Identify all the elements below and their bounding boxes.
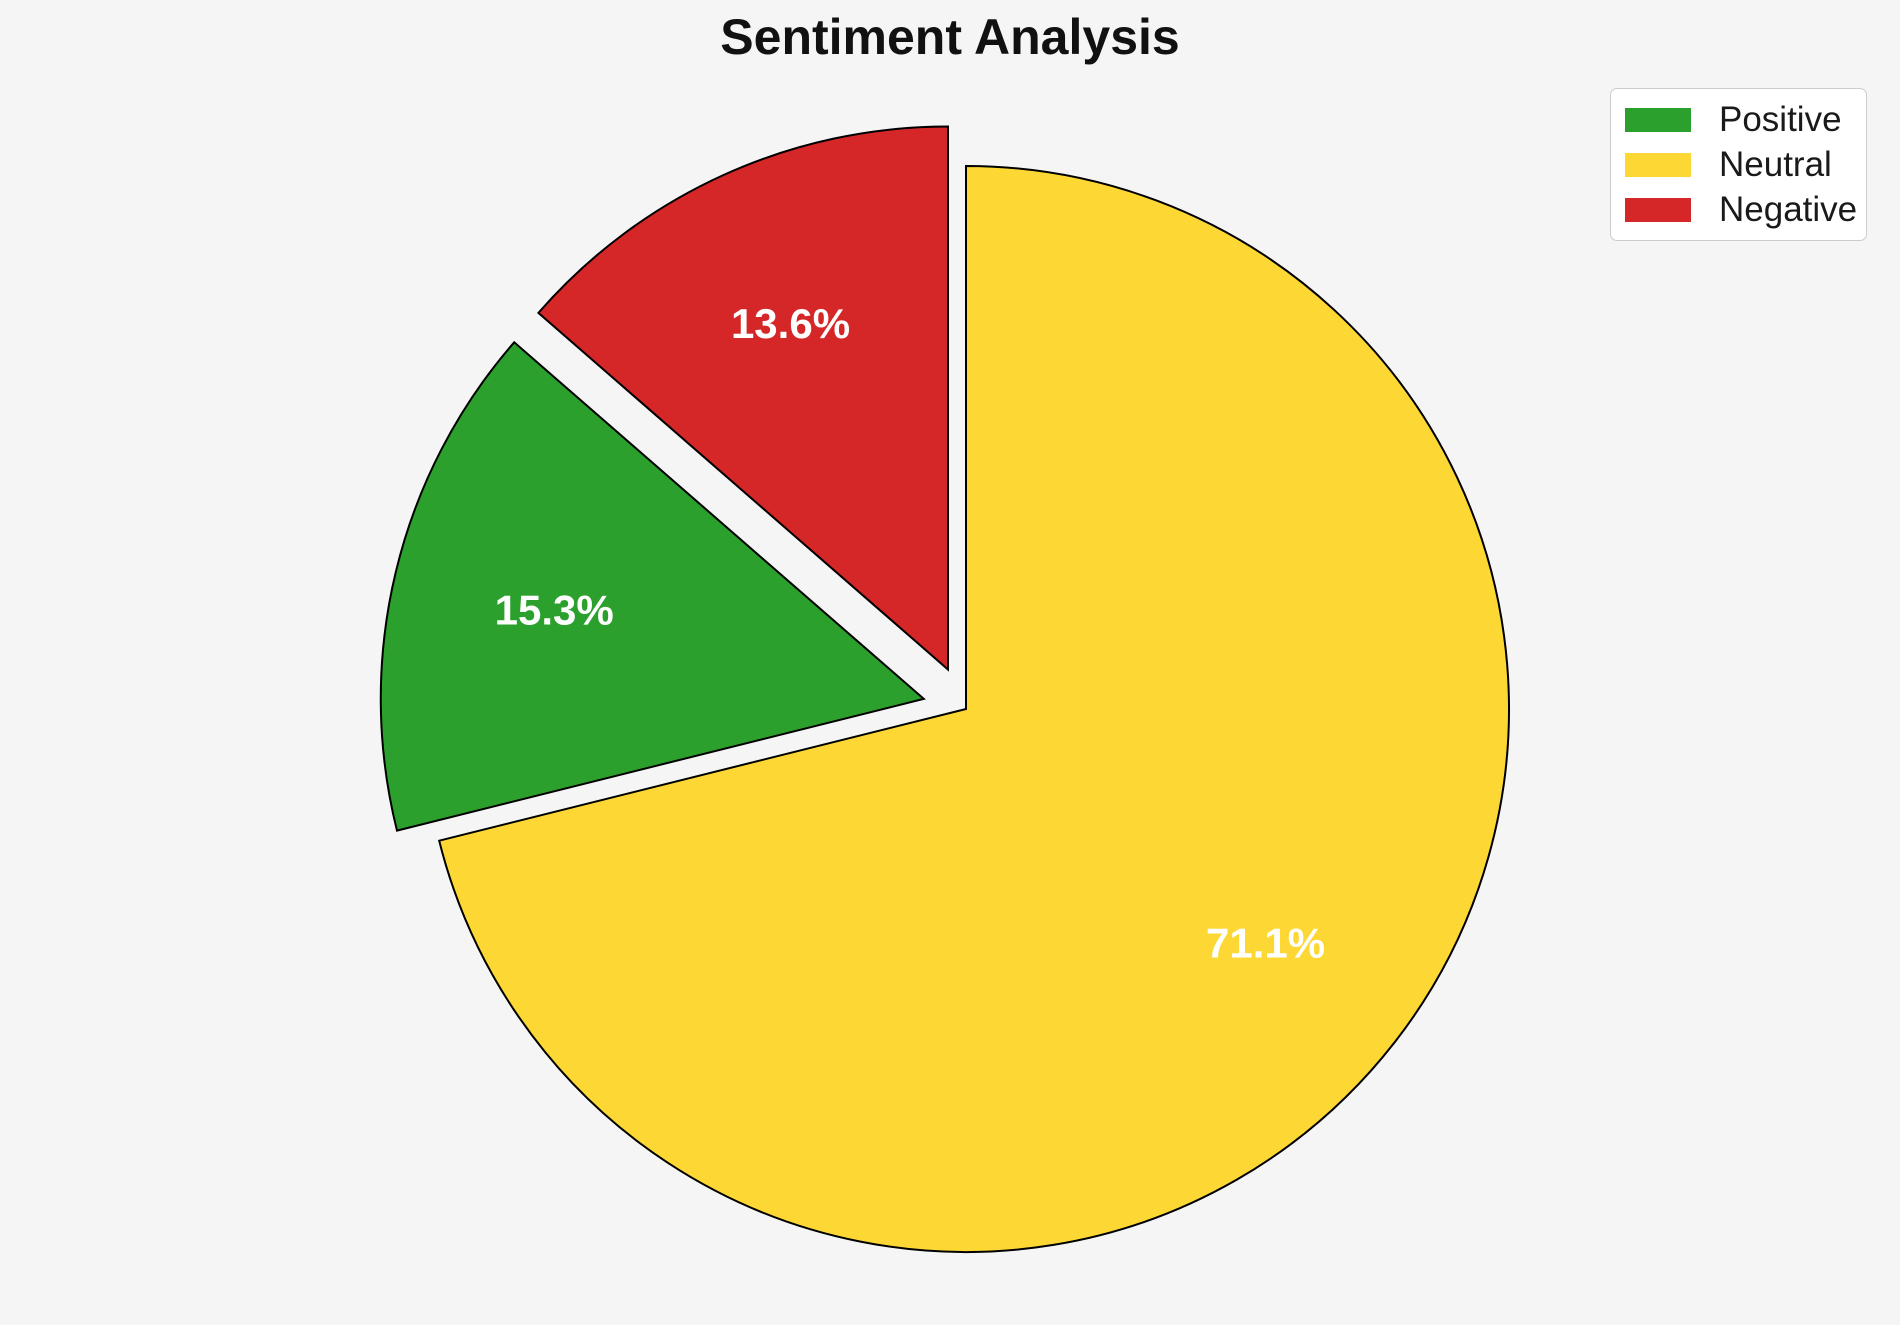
legend-item-neutral: Neutral bbox=[1625, 142, 1866, 187]
pct-label-neutral: 71.1% bbox=[1206, 919, 1325, 966]
legend-swatch-positive bbox=[1625, 107, 1691, 132]
legend-label-negative: Negative bbox=[1719, 189, 1858, 229]
legend-swatch-neutral bbox=[1625, 152, 1691, 177]
legend-label-neutral: Neutral bbox=[1719, 144, 1832, 184]
chart-title: Sentiment Analysis bbox=[720, 9, 1180, 65]
legend-item-negative: Negative bbox=[1625, 187, 1866, 232]
pie-slice-positive bbox=[379, 340, 926, 832]
pct-label-positive: 15.3% bbox=[495, 587, 614, 634]
pie-slice-neutral bbox=[437, 164, 1510, 1253]
legend-item-positive: Positive bbox=[1625, 97, 1866, 142]
legend: Positive Neutral Negative bbox=[1610, 88, 1867, 241]
legend-swatch-negative bbox=[1625, 197, 1691, 222]
pct-label-negative: 13.6% bbox=[731, 300, 850, 347]
pie-slice-negative bbox=[536, 125, 949, 672]
legend-label-positive: Positive bbox=[1719, 99, 1842, 139]
